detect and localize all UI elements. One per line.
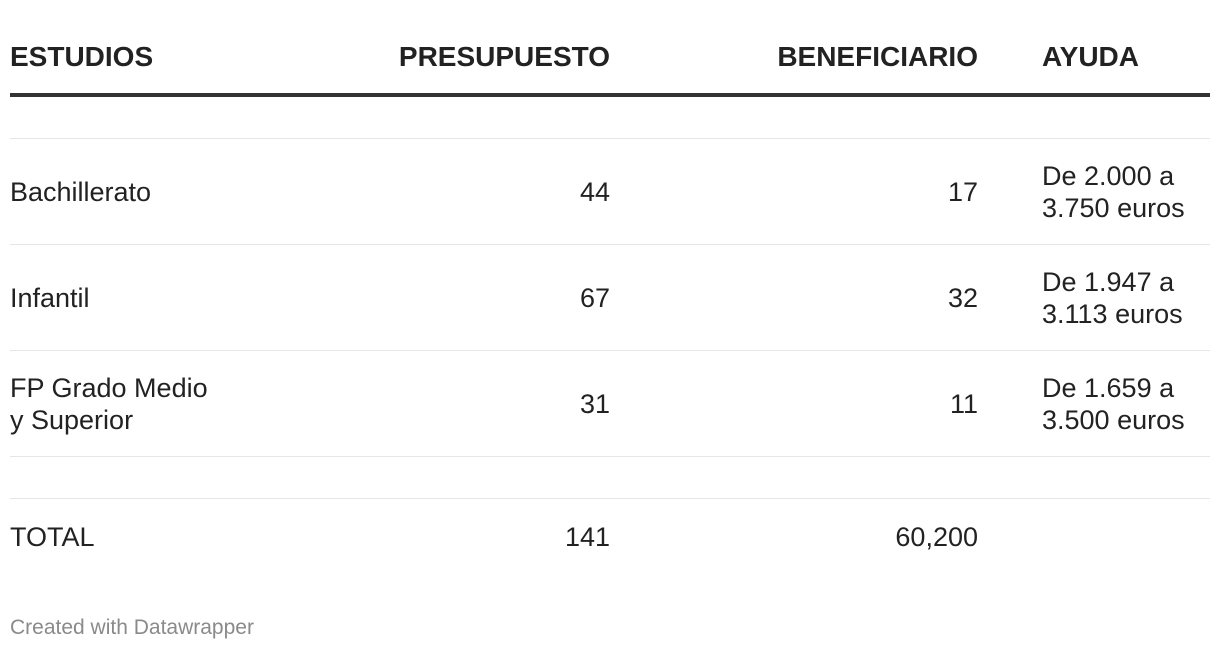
table-header-row: ESTUDIOS PRESUPUESTO BENEFICIARIO AYUDA <box>10 0 1210 97</box>
cell-estudios: Bachillerato <box>10 176 152 207</box>
cell-estudios: Infantil <box>10 282 90 313</box>
table-spacer-row <box>10 457 1210 499</box>
cell-beneficiario: 11 <box>949 388 978 419</box>
column-header-beneficiario[interactable]: BENEFICIARIO <box>777 41 978 72</box>
cell-ayuda: De 1.947 a 3.113 euros <box>1042 266 1183 329</box>
table-row: FP Grado Medio y Superior 31 11 De 1.659… <box>10 351 1210 457</box>
data-table: ESTUDIOS PRESUPUESTO BENEFICIARIO AYUDA … <box>10 0 1210 575</box>
cell-beneficiario: 32 <box>947 282 978 313</box>
column-header-estudios[interactable]: ESTUDIOS <box>10 41 154 72</box>
cell-total-presupuesto: 141 <box>564 522 610 552</box>
cell-total-label: TOTAL <box>10 522 95 552</box>
column-header-ayuda[interactable]: AYUDA <box>1042 41 1139 72</box>
cell-estudios: FP Grado Medio y Superior <box>10 372 208 435</box>
cell-presupuesto: 31 <box>579 388 610 419</box>
datawrapper-credit[interactable]: Created with Datawrapper <box>10 616 254 639</box>
table-spacer-row <box>10 97 1210 139</box>
cell-total-ayuda <box>1042 499 1210 575</box>
cell-presupuesto: 67 <box>579 282 610 313</box>
cell-ayuda: De 1.659 a 3.500 euros <box>1042 372 1185 435</box>
table-row: Infantil 67 32 De 1.947 a 3.113 euros <box>10 245 1210 351</box>
cell-total-beneficiario: 60,200 <box>895 522 978 552</box>
table-row: Bachillerato 44 17 De 2.000 a 3.750 euro… <box>10 139 1210 245</box>
table-total-row: TOTAL 141 60,200 <box>10 499 1210 575</box>
cell-beneficiario: 17 <box>947 176 978 207</box>
column-header-presupuesto[interactable]: PRESUPUESTO <box>398 41 610 72</box>
cell-ayuda: De 2.000 a 3.750 euros <box>1042 160 1185 223</box>
cell-presupuesto: 44 <box>579 176 610 207</box>
